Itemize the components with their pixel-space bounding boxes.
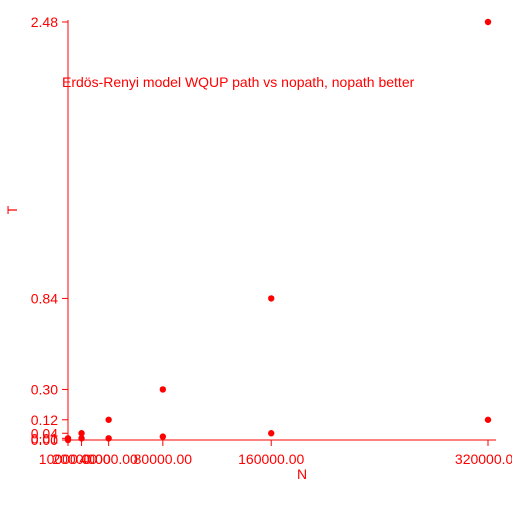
y-axis-label: T xyxy=(4,205,20,214)
data-point xyxy=(160,386,166,392)
data-point xyxy=(105,435,111,441)
data-point xyxy=(160,433,166,439)
data-point xyxy=(485,19,491,25)
y-tick-label: 0.84 xyxy=(31,290,58,306)
chart-title: Erdös-Renyi model WQUP path vs nopath, n… xyxy=(62,74,415,90)
y-tick-label: 0.30 xyxy=(31,381,58,397)
data-point xyxy=(268,430,274,436)
data-point xyxy=(65,435,71,441)
data-point xyxy=(268,295,274,301)
x-axis-label: N xyxy=(297,466,307,482)
x-tick-label: 160000.00 xyxy=(238,451,304,467)
data-point xyxy=(78,430,84,436)
y-tick-label: 2.48 xyxy=(31,14,58,30)
x-tick-label: 320000.00 xyxy=(455,451,512,467)
x-tick-label: 80000.00 xyxy=(134,451,193,467)
data-point xyxy=(105,417,111,423)
x-tick-label: 40000.00 xyxy=(79,451,138,467)
data-point xyxy=(485,417,491,423)
y-tick-label: 0.12 xyxy=(31,412,58,428)
